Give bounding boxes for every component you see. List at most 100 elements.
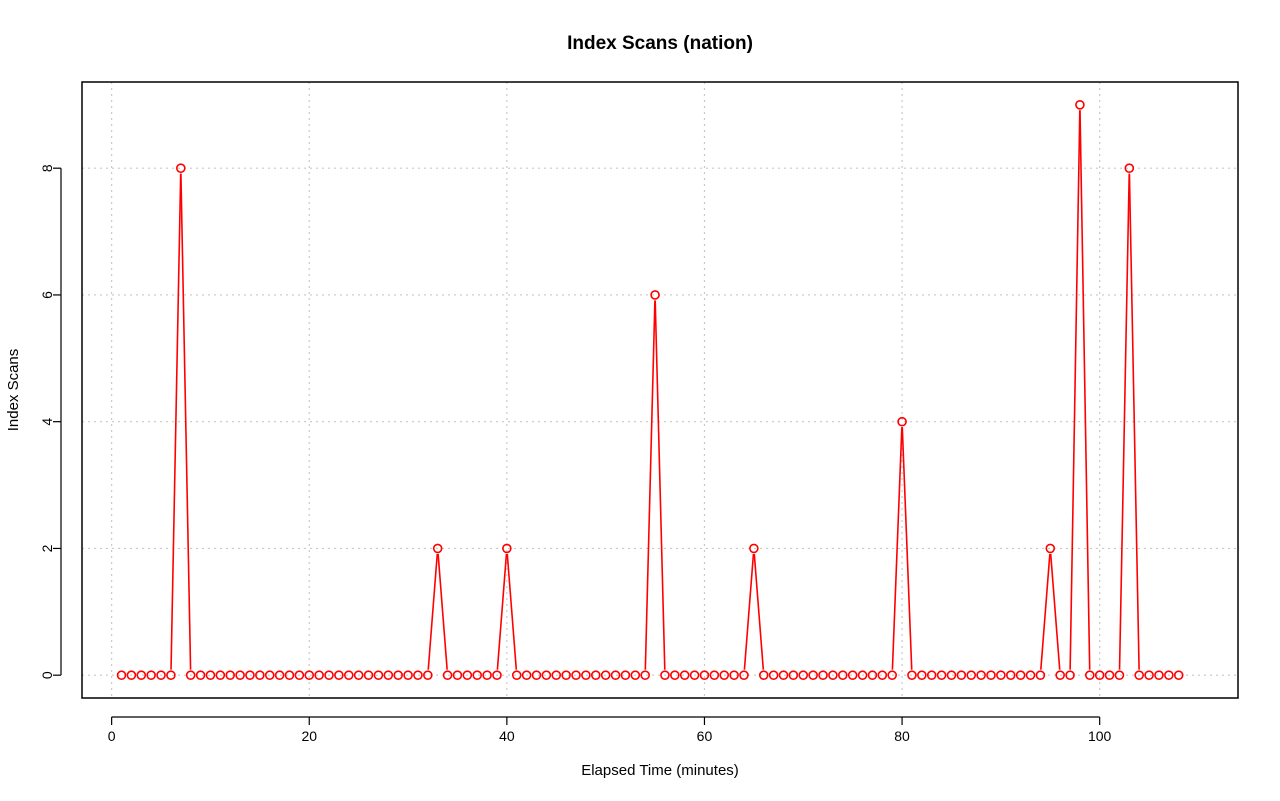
series-segment bbox=[901, 427, 913, 670]
series-segment bbox=[427, 553, 439, 670]
data-point bbox=[670, 670, 680, 680]
data-point bbox=[423, 670, 433, 680]
data-point bbox=[798, 670, 809, 680]
plot-frame bbox=[81, 81, 1239, 699]
data-point bbox=[1045, 543, 1056, 554]
data-point bbox=[966, 670, 977, 680]
data-point bbox=[185, 670, 196, 680]
data-point bbox=[502, 543, 512, 554]
data-point bbox=[413, 670, 423, 680]
series-segment bbox=[496, 553, 508, 670]
series-segment bbox=[1128, 173, 1140, 670]
data-point bbox=[314, 670, 324, 680]
data-point bbox=[472, 670, 483, 680]
data-point bbox=[363, 670, 374, 680]
data-point bbox=[343, 670, 354, 680]
series-segment bbox=[753, 553, 765, 670]
data-point bbox=[403, 670, 413, 680]
data-point bbox=[136, 670, 147, 680]
data-point bbox=[1144, 670, 1154, 680]
data-point bbox=[818, 670, 828, 680]
data-point bbox=[1035, 670, 1046, 680]
data-point bbox=[176, 163, 186, 173]
data-point bbox=[907, 670, 917, 680]
series-segment bbox=[437, 553, 448, 670]
data-point bbox=[541, 670, 552, 680]
y-tick-label: 0 bbox=[39, 671, 55, 679]
data-point bbox=[956, 670, 967, 680]
data-point bbox=[640, 670, 650, 680]
data-point bbox=[709, 670, 720, 680]
y-axis-label: Index Scans bbox=[5, 349, 22, 432]
series-segment bbox=[1049, 553, 1061, 670]
series-segment bbox=[1069, 110, 1081, 670]
y-tick-label: 6 bbox=[39, 291, 55, 299]
chart-title: Index Scans (nation) bbox=[567, 33, 753, 54]
data-point bbox=[976, 670, 986, 680]
data-point bbox=[620, 670, 631, 680]
data-point bbox=[699, 670, 710, 680]
data-point bbox=[225, 670, 236, 680]
data-point bbox=[1055, 670, 1065, 680]
data-point bbox=[264, 670, 275, 680]
series-segment bbox=[506, 553, 518, 670]
data-point bbox=[294, 670, 305, 680]
data-point bbox=[749, 543, 759, 554]
data-point bbox=[195, 670, 206, 680]
data-point bbox=[245, 670, 255, 680]
data-point bbox=[758, 670, 769, 680]
data-point bbox=[126, 670, 137, 680]
x-tick-label: 60 bbox=[697, 728, 713, 744]
data-point bbox=[837, 670, 848, 680]
data-point bbox=[719, 670, 730, 680]
data-point bbox=[373, 670, 384, 680]
series-segment bbox=[891, 427, 903, 670]
data-point bbox=[768, 670, 779, 680]
series-segment bbox=[743, 553, 755, 670]
data-point bbox=[432, 543, 443, 554]
data-point bbox=[610, 670, 621, 680]
y-tick-label: 8 bbox=[39, 164, 55, 172]
data-point bbox=[946, 670, 957, 680]
series-index-scans bbox=[116, 100, 1184, 680]
data-point bbox=[215, 670, 226, 680]
data-point bbox=[926, 670, 937, 680]
data-point bbox=[679, 670, 690, 680]
data-point bbox=[986, 670, 996, 680]
data-point bbox=[235, 670, 245, 680]
data-point bbox=[1164, 670, 1174, 680]
grid-lines bbox=[82, 82, 1238, 698]
data-point bbox=[492, 670, 502, 680]
x-tick-label: 20 bbox=[301, 728, 317, 744]
data-point bbox=[739, 670, 749, 680]
data-point bbox=[482, 670, 492, 680]
data-point bbox=[936, 670, 947, 680]
x-tick-label: 0 bbox=[108, 728, 116, 744]
data-point bbox=[521, 670, 532, 680]
series-segment bbox=[170, 173, 182, 670]
data-point bbox=[274, 670, 285, 680]
x-tick-label: 100 bbox=[1088, 728, 1112, 744]
data-point bbox=[877, 670, 888, 680]
series-segment bbox=[1079, 110, 1091, 670]
data-point bbox=[383, 670, 394, 680]
data-point bbox=[561, 670, 571, 680]
data-point bbox=[887, 670, 897, 680]
series-segment bbox=[1040, 553, 1051, 670]
data-point bbox=[660, 670, 670, 680]
data-point bbox=[462, 670, 473, 680]
axes: 0 20 40 60 80 100 0 2 4 6 8 bbox=[39, 164, 1112, 744]
data-point bbox=[1154, 670, 1164, 680]
data-point bbox=[551, 670, 562, 680]
data-point bbox=[828, 670, 838, 680]
data-point bbox=[650, 290, 660, 300]
data-point bbox=[1084, 670, 1095, 680]
data-point bbox=[205, 670, 216, 680]
data-point bbox=[442, 670, 453, 680]
data-point bbox=[1025, 670, 1036, 680]
data-point bbox=[996, 670, 1006, 680]
data-point bbox=[531, 670, 542, 680]
data-point bbox=[393, 670, 403, 680]
x-tick-label: 80 bbox=[894, 728, 910, 744]
